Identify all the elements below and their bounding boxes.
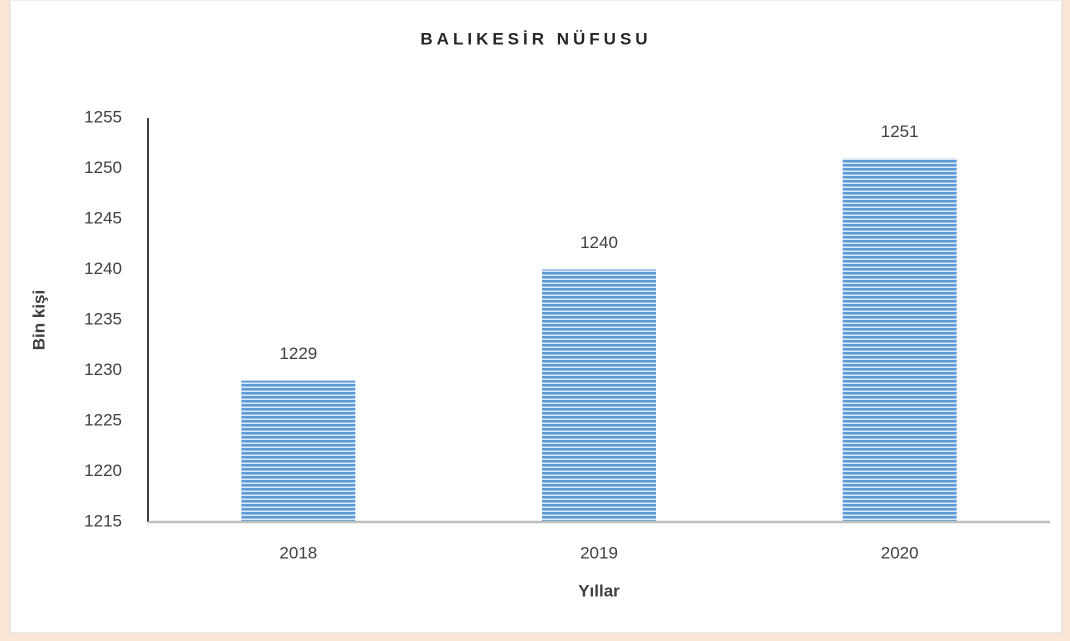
bar xyxy=(542,269,656,522)
x-tick-label: 2020 xyxy=(881,543,919,562)
y-tick-label: 1245 xyxy=(84,208,122,227)
chart-title: BALIKESİR NÜFUSU xyxy=(420,29,651,48)
data-label: 1240 xyxy=(580,233,618,252)
x-tick-label: 2018 xyxy=(279,543,317,562)
x-axis-title: Yıllar xyxy=(578,581,620,600)
data-label: 1251 xyxy=(881,122,919,141)
y-tick-label: 1240 xyxy=(84,259,122,278)
bar xyxy=(241,380,356,522)
y-tick-label: 1225 xyxy=(84,410,122,429)
y-tick-label: 1230 xyxy=(84,360,122,379)
bar xyxy=(842,158,957,522)
y-tick-label: 1235 xyxy=(84,309,122,328)
data-label: 1229 xyxy=(279,344,317,363)
y-tick-label: 1220 xyxy=(84,461,122,480)
x-tick-label: 2019 xyxy=(580,543,618,562)
y-axis-title: Bin kişi xyxy=(29,290,48,350)
y-tick-label: 1215 xyxy=(84,511,122,530)
y-tick-label: 1255 xyxy=(84,107,122,126)
y-tick-label: 1250 xyxy=(84,158,122,177)
